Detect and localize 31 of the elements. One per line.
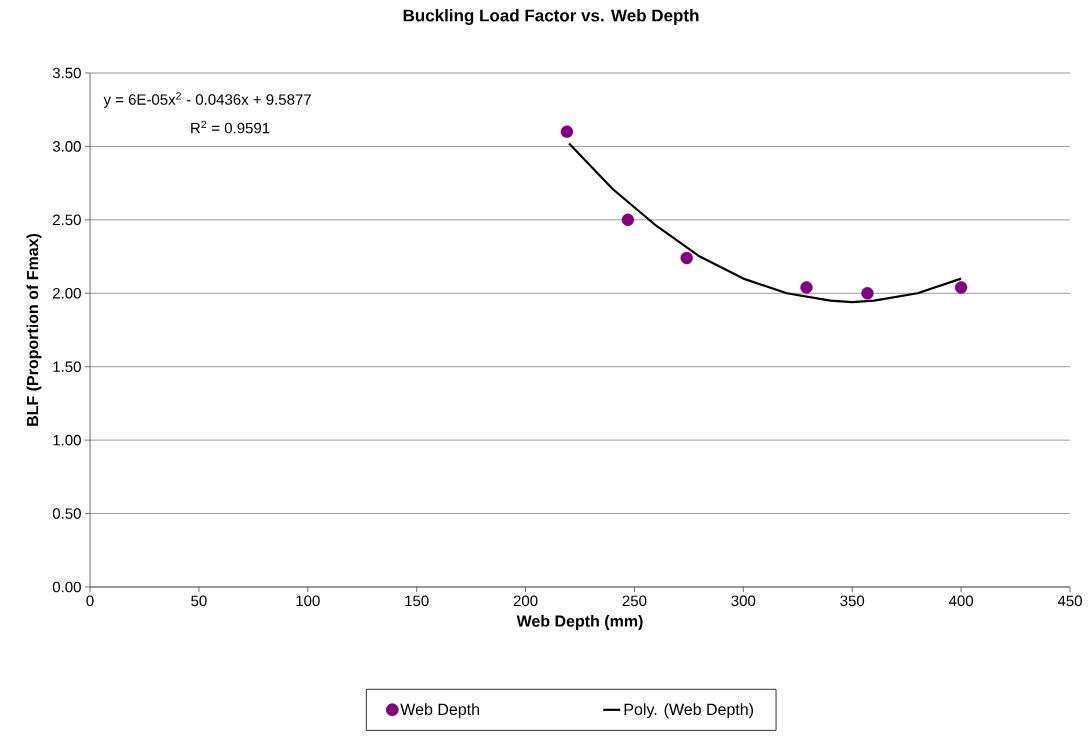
legend-label: Web Depth [400,703,479,719]
legend-label: Poly. (Web Depth) [624,703,754,719]
x-tick-label: 200 [513,595,538,607]
chart-title: Buckling Load Factor vs. Web Depth [403,9,699,25]
x-tick-label: 300 [731,595,756,607]
y-axis-title: BLF (Proportion of Fmax) [26,233,42,426]
point [800,281,813,294]
y-tick-label: 1.00 [53,434,81,446]
x-axis-title: Web Depth (mm) [516,615,643,630]
x-tick-label: 0 [86,595,94,607]
point [954,281,968,294]
point [861,287,874,300]
point [680,251,693,265]
x-tick-label: 150 [405,595,429,607]
y-tick-label: 3.50 [52,67,81,79]
y-tick-label: 0.50 [52,508,81,519]
y-tick-label: 2.00 [53,287,81,299]
x-tick-label: 450 [1057,595,1082,607]
y-tick-label: 2.50 [53,214,81,226]
annotation: y = 6E-05x$^{2}$ - 0.0436x + 9.5877 [103,92,311,108]
point [560,125,574,138]
y-tick-label: 3.00 [52,141,81,152]
x-tick-label: 350 [840,595,865,607]
y-tick-label: 0.00 [52,581,81,593]
x-tick-label: 400 [948,595,974,607]
x-tick-label: 100 [296,595,320,607]
annotation: R$^{2}$ = 0.9591 [191,120,270,134]
point [621,213,635,227]
x-tick-label: 250 [622,595,647,607]
y-tick-label: 1.50 [53,361,81,373]
x-tick-label: 50 [191,595,207,607]
